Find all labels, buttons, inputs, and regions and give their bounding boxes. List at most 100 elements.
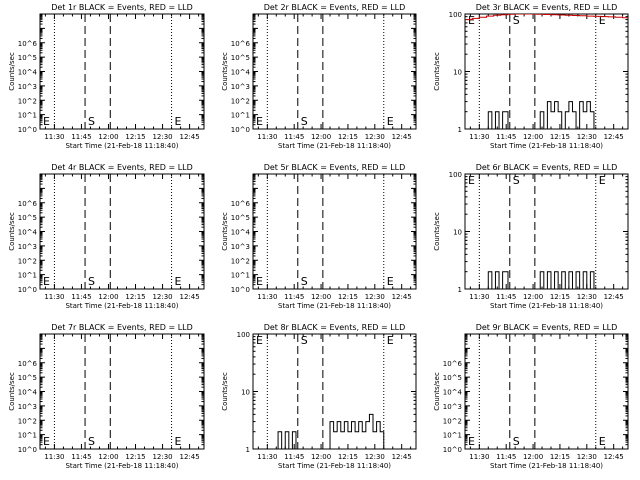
x-tick-label: 12:15 bbox=[338, 453, 358, 461]
panel-det-9: Det 9r BLACK = Events, RED = LLD 10^0 10^1… bbox=[433, 323, 629, 470]
annotation-e: E bbox=[468, 435, 475, 448]
x-tick-label: 11:45 bbox=[71, 133, 91, 141]
y-tick-label: 10^3 bbox=[231, 83, 250, 91]
y-tick-label: 10^3 bbox=[18, 83, 37, 91]
x-tick-label: 11:30 bbox=[44, 293, 64, 301]
y-tick-label: 1 bbox=[246, 446, 250, 454]
plot-frame bbox=[252, 173, 417, 290]
y-axis-label: Counts/sec bbox=[221, 212, 229, 251]
annotation-s: S bbox=[88, 435, 95, 448]
annotation-s: S bbox=[301, 275, 308, 288]
annotation-e: E bbox=[599, 435, 606, 448]
y-tick-label: 10^6 bbox=[443, 360, 463, 368]
x-tick-label: 12:30 bbox=[152, 453, 172, 461]
x-tick-label: 11:30 bbox=[469, 293, 489, 301]
y-tick-label: 10^6 bbox=[231, 200, 251, 208]
panel-det-5: Det 5r BLACK = Events, RED = LLD 10^0 10^1… bbox=[221, 163, 417, 310]
annotation-e: E bbox=[43, 435, 50, 448]
annotation-e: E bbox=[468, 174, 475, 187]
x-tick-label: 12:15 bbox=[125, 453, 145, 461]
x-axis-label: Start Time (21-Feb-18 11:18:40) bbox=[278, 462, 391, 470]
y-tick-label: 10^3 bbox=[443, 403, 462, 411]
y-axis-label: Counts/sec bbox=[221, 372, 229, 411]
y-tick-label: 10^1 bbox=[18, 432, 37, 440]
annotation-s: S bbox=[301, 115, 308, 128]
y-tick-label: 10^6 bbox=[18, 40, 38, 48]
panel-title: Det 4r BLACK = Events, RED = LLD bbox=[51, 163, 193, 172]
x-tick-label: 11:45 bbox=[284, 293, 304, 301]
y-tick-label: 10^4 bbox=[231, 69, 251, 77]
panel-det-8: Det 8r BLACK = Events, RED = LLD 1 10 100 11… bbox=[221, 323, 417, 470]
y-tick-label: 100 bbox=[237, 331, 250, 339]
x-tick-label: 11:30 bbox=[257, 453, 277, 461]
annotation-e: E bbox=[175, 435, 182, 448]
y-axis-label: Counts/sec bbox=[8, 212, 16, 251]
x-tick-label: 11:30 bbox=[257, 293, 277, 301]
y-tick-label: 10^0 bbox=[443, 446, 462, 454]
x-tick-label: 12:45 bbox=[179, 133, 199, 141]
x-tick-label: 11:45 bbox=[71, 293, 91, 301]
y-tick-label: 10^5 bbox=[18, 374, 37, 382]
x-tick-label: 12:15 bbox=[550, 133, 570, 141]
x-tick-label: 11:45 bbox=[496, 293, 516, 301]
plot-frame bbox=[39, 333, 205, 450]
x-tick-label: 12:00 bbox=[311, 453, 331, 461]
x-tick-label: 12:45 bbox=[392, 133, 412, 141]
y-axis-label: Counts/sec bbox=[433, 212, 441, 251]
panel-title: Det 1r BLACK = Events, RED = LLD bbox=[51, 3, 193, 12]
x-tick-label: 11:45 bbox=[71, 453, 91, 461]
x-tick-label: 12:00 bbox=[311, 293, 331, 301]
x-axis-label: Start Time (21-Feb-18 11:18:40) bbox=[278, 302, 391, 310]
y-axis-label: Counts/sec bbox=[433, 52, 441, 91]
y-tick-label: 10^2 bbox=[18, 257, 37, 265]
y-tick-label: 10^2 bbox=[231, 257, 250, 265]
panel-det-1: Det 1r BLACK = Events, RED = LLD 10^0 10^1… bbox=[8, 3, 205, 150]
x-tick-label: 11:30 bbox=[469, 453, 489, 461]
panel-det-7: Det 7r BLACK = Events, RED = LLD 10^0 10^1… bbox=[8, 323, 205, 470]
x-axis-label: Start Time (21-Feb-18 11:18:40) bbox=[490, 302, 603, 310]
annotation-s: S bbox=[513, 174, 520, 187]
y-tick-label: 10^0 bbox=[18, 126, 37, 134]
y-tick-label: 10^2 bbox=[443, 417, 462, 425]
x-tick-label: 12:00 bbox=[98, 133, 118, 141]
x-axis-label: Start Time (21-Feb-18 11:18:40) bbox=[490, 142, 603, 150]
y-tick-label: 10^5 bbox=[231, 214, 250, 222]
annotation-s: S bbox=[513, 435, 520, 448]
y-axis-label: Counts/sec bbox=[8, 372, 16, 411]
y-tick-label: 10^0 bbox=[231, 286, 250, 294]
x-tick-label: 12:00 bbox=[523, 293, 543, 301]
y-tick-label: 10^1 bbox=[231, 112, 250, 120]
x-tick-label: 12:45 bbox=[179, 453, 199, 461]
x-axis-label: Start Time (21-Feb-18 11:18:40) bbox=[65, 302, 178, 310]
plot-frame bbox=[252, 13, 417, 130]
y-tick-label: 10^1 bbox=[443, 432, 462, 440]
y-tick-label: 10^6 bbox=[18, 200, 38, 208]
x-tick-label: 12:30 bbox=[577, 453, 597, 461]
y-tick-label: 10^3 bbox=[18, 403, 37, 411]
x-tick-label: 12:30 bbox=[152, 293, 172, 301]
y-tick-label: 10^3 bbox=[231, 243, 250, 251]
x-axis-label: Start Time (21-Feb-18 11:18:40) bbox=[65, 462, 178, 470]
annotation-e: E bbox=[43, 115, 50, 128]
x-tick-label: 11:30 bbox=[469, 133, 489, 141]
x-tick-label: 12:15 bbox=[125, 293, 145, 301]
x-tick-label: 12:30 bbox=[577, 293, 597, 301]
y-tick-label: 10^2 bbox=[231, 97, 250, 105]
y-tick-label: 10^5 bbox=[231, 54, 250, 62]
x-tick-label: 11:45 bbox=[284, 453, 304, 461]
y-tick-label: 10^3 bbox=[18, 243, 37, 251]
y-tick-label: 10 bbox=[453, 229, 462, 237]
panel-title: Det 3r BLACK = Events, RED = LLD bbox=[476, 3, 618, 12]
y-tick-label: 10^4 bbox=[18, 229, 38, 237]
events-series-line bbox=[484, 271, 595, 289]
y-axis-label: Counts/sec bbox=[8, 52, 16, 91]
x-tick-label: 12:30 bbox=[365, 453, 385, 461]
x-tick-label: 12:15 bbox=[550, 453, 570, 461]
x-tick-label: 11:45 bbox=[496, 133, 516, 141]
annotation-e: E bbox=[387, 334, 394, 347]
plot-frame bbox=[464, 333, 629, 450]
y-tick-label: 10^1 bbox=[231, 272, 250, 280]
annotation-e: E bbox=[599, 174, 606, 187]
x-tick-label: 12:15 bbox=[338, 133, 358, 141]
x-tick-label: 11:30 bbox=[257, 133, 277, 141]
